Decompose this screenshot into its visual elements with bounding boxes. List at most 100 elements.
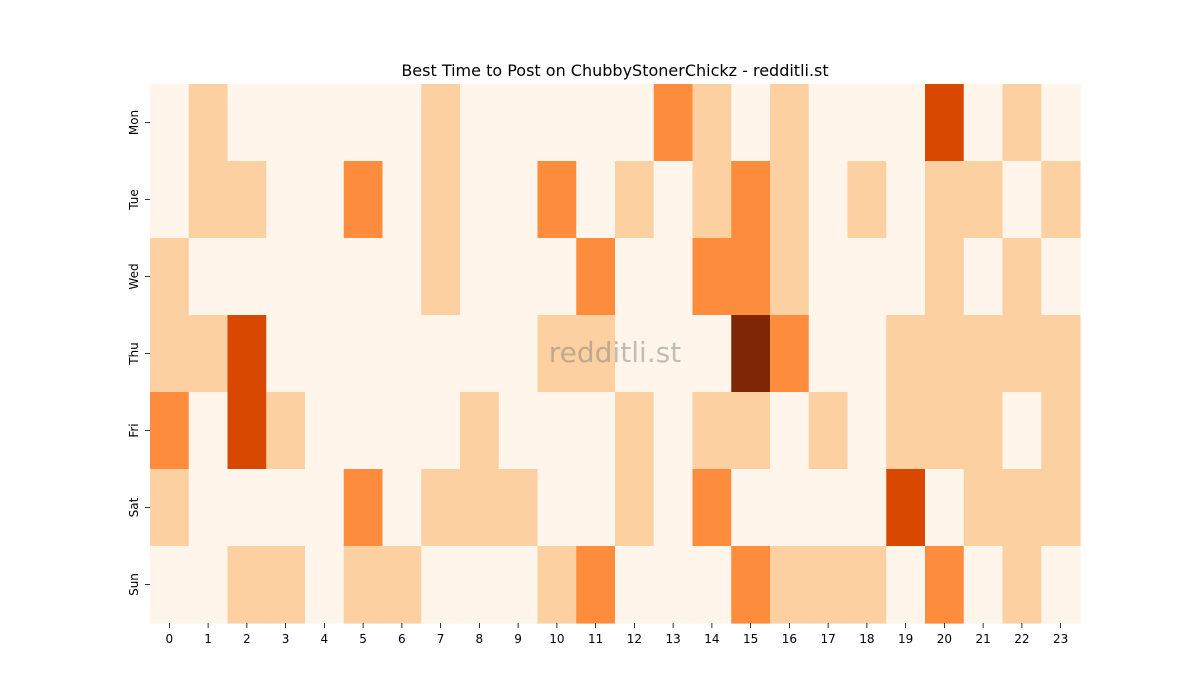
heatmap-cell-wed-6	[382, 238, 422, 316]
heatmap-cell-mon-11	[576, 84, 616, 162]
heatmap-cell-wed-19	[886, 238, 926, 316]
heatmap-cell-sat-0	[150, 469, 190, 547]
heatmap-cell-tue-11	[576, 161, 616, 239]
x-tick-label: 13	[665, 632, 680, 646]
heatmap-cell-fri-23	[1041, 392, 1081, 470]
y-tick-label: Wed	[127, 263, 141, 289]
heatmap-cell-sun-23	[1041, 546, 1081, 624]
heatmap-cell-tue-14	[692, 161, 732, 239]
heatmap-cell-sat-12	[615, 469, 655, 547]
chart-title: Best Time to Post on ChubbyStonerChickz …	[401, 61, 828, 80]
heatmap-cell-sat-20	[925, 469, 965, 547]
heatmap-cell-sat-6	[382, 469, 422, 547]
heatmap-cell-wed-16	[770, 238, 810, 316]
heatmap-cell-thu-14	[692, 315, 732, 393]
heatmap-cell-sat-8	[460, 469, 500, 547]
heatmap-cell-fri-4	[305, 392, 345, 470]
heatmap-cell-mon-10	[537, 84, 577, 162]
heatmap-cell-sat-16	[770, 469, 810, 547]
heatmap-cell-wed-21	[963, 238, 1004, 316]
heatmap-cell-sun-5	[343, 546, 384, 624]
heatmap-cell-tue-2	[227, 161, 267, 239]
heatmap-cell-tue-12	[615, 161, 655, 239]
x-tick-label: 12	[627, 632, 642, 646]
heatmap-cell-tue-13	[653, 161, 694, 239]
heatmap-cell-mon-20	[925, 84, 965, 162]
heatmap-cell-sun-18	[847, 546, 887, 624]
heatmap-cell-sat-17	[808, 469, 849, 547]
heatmap-cell-fri-10	[537, 392, 577, 470]
heatmap-cell-tue-22	[1002, 161, 1042, 239]
heatmap-cell-wed-15	[731, 238, 771, 316]
heatmap-cell-sun-16	[770, 546, 810, 624]
heatmap-cell-mon-6	[382, 84, 422, 162]
heatmap-cell-fri-13	[653, 392, 694, 470]
heatmap-cell-thu-22	[1002, 315, 1042, 393]
heatmap-cell-tue-17	[808, 161, 849, 239]
heatmap-cell-thu-0	[150, 315, 190, 393]
heatmap-cell-sun-19	[886, 546, 926, 624]
heatmap-cell-wed-3	[266, 238, 306, 316]
heatmap-cell-mon-21	[963, 84, 1004, 162]
heatmap-cell-mon-9	[498, 84, 539, 162]
heatmap-cell-tue-3	[266, 161, 306, 239]
heatmap-cell-sat-10	[537, 469, 577, 547]
x-tick-label: 23	[1053, 632, 1068, 646]
heatmap-cell-wed-0	[150, 238, 190, 316]
heatmap-cell-sat-21	[963, 469, 1004, 547]
heatmap-cell-fri-19	[886, 392, 926, 470]
heatmap-cell-thu-18	[847, 315, 887, 393]
heatmap-cell-mon-23	[1041, 84, 1081, 162]
heatmap-cell-tue-10	[537, 161, 577, 239]
heatmap-cell-mon-17	[808, 84, 849, 162]
heatmap-cell-thu-17	[808, 315, 849, 393]
heatmap-cell-sun-3	[266, 546, 306, 624]
heatmap-cell-wed-8	[460, 238, 500, 316]
heatmap-cell-fri-0	[150, 392, 190, 470]
heatmap-cell-mon-18	[847, 84, 887, 162]
heatmap-cell-sat-22	[1002, 469, 1042, 547]
heatmap-cell-sun-20	[925, 546, 965, 624]
x-tick-label: 15	[743, 632, 758, 646]
heatmap-cell-sat-3	[266, 469, 306, 547]
heatmap-cell-tue-15	[731, 161, 771, 239]
heatmap-cell-sun-6	[382, 546, 422, 624]
heatmap-cell-sat-23	[1041, 469, 1081, 547]
x-tick-label: 21	[975, 632, 990, 646]
x-tick-label: 20	[937, 632, 952, 646]
heatmap-cell-fri-6	[382, 392, 422, 470]
heatmap-cell-fri-20	[925, 392, 965, 470]
heatmap-cell-tue-23	[1041, 161, 1081, 239]
heatmap-cell-sat-1	[188, 469, 229, 547]
heatmap-cell-thu-21	[963, 315, 1004, 393]
heatmap-cell-thu-2	[227, 315, 267, 393]
heatmap-cell-mon-4	[305, 84, 345, 162]
heatmap-cell-sun-7	[421, 546, 461, 624]
heatmap-cell-wed-17	[808, 238, 849, 316]
heatmap-cell-sun-21	[963, 546, 1004, 624]
heatmap-cell-fri-21	[963, 392, 1004, 470]
heatmap-cell-fri-7	[421, 392, 461, 470]
x-tick-label: 7	[437, 632, 445, 646]
heatmap-cell-thu-19	[886, 315, 926, 393]
heatmap-cell-tue-5	[343, 161, 384, 239]
heatmap-cell-sun-9	[498, 546, 539, 624]
heatmap-cell-mon-12	[615, 84, 655, 162]
heatmap-cell-sun-10	[537, 546, 577, 624]
heatmap-cell-wed-23	[1041, 238, 1081, 316]
heatmap-cell-wed-22	[1002, 238, 1042, 316]
y-tick-label: Tue	[127, 189, 141, 211]
heatmap-cell-sun-8	[460, 546, 500, 624]
heatmap-cell-mon-19	[886, 84, 926, 162]
heatmap-cell-thu-5	[343, 315, 384, 393]
x-tick-label: 0	[166, 632, 174, 646]
heatmap-cell-mon-15	[731, 84, 771, 162]
x-tick-label: 11	[588, 632, 603, 646]
heatmap-cell-fri-1	[188, 392, 229, 470]
y-axis: Mon Tue Wed Thu Fri Sat Sun	[127, 110, 150, 596]
heatmap-cell-sun-0	[150, 546, 190, 624]
heatmap-cell-sat-5	[343, 469, 384, 547]
heatmap-cell-wed-10	[537, 238, 577, 316]
x-tick-label: 10	[549, 632, 564, 646]
